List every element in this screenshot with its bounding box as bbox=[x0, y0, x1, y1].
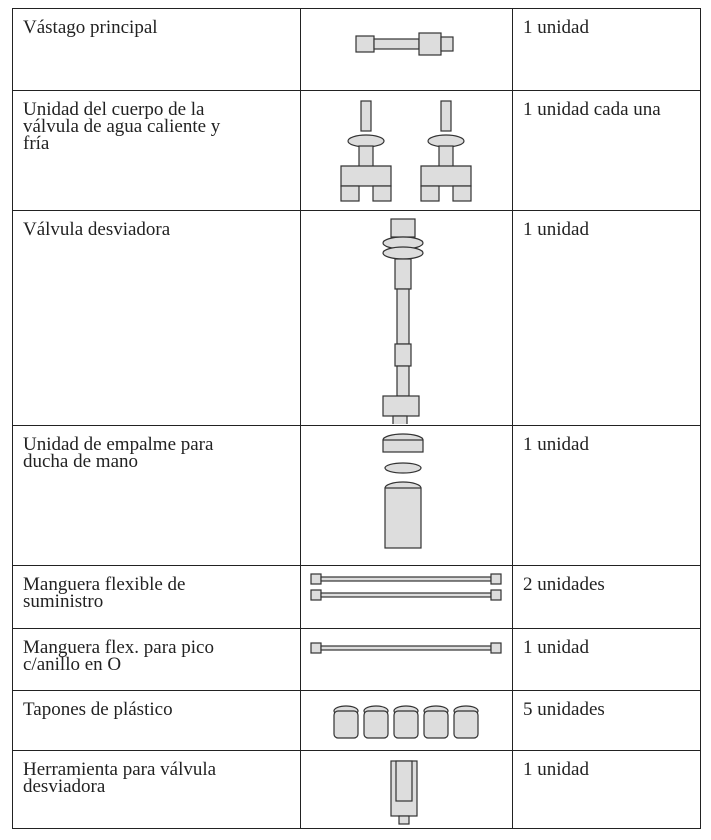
item-name-cell: Tapones de plástico bbox=[12, 690, 301, 751]
item-name: Manguera flex. para pico bbox=[23, 637, 214, 658]
item-name: Válvula desviadora bbox=[23, 219, 171, 240]
illustration-cell bbox=[300, 690, 513, 751]
item-name-cell: Vástago principal bbox=[12, 8, 301, 91]
illustration-cell bbox=[300, 8, 513, 91]
item-name-cell: Herramienta para válvula desviadora bbox=[12, 750, 301, 829]
illustration-cell bbox=[300, 90, 513, 211]
quantity: 5 unidades bbox=[512, 690, 701, 751]
quantity: 1 unidad cada una bbox=[512, 90, 701, 211]
illustration bbox=[310, 573, 502, 601]
item-name: ducha de mano bbox=[23, 451, 139, 472]
quantity: 1 unidad bbox=[512, 8, 701, 91]
item-name-cell: Manguera flexible de suministro bbox=[12, 565, 301, 629]
quantity: 1 unidad bbox=[512, 425, 701, 566]
item-name: Unidad de empalme para bbox=[23, 434, 214, 455]
item-name: Manguera flexible de bbox=[23, 574, 186, 595]
item-name: desviadora bbox=[23, 776, 106, 797]
illustration bbox=[333, 705, 479, 739]
item-name: Herramienta para válvula bbox=[23, 759, 217, 780]
illustration bbox=[310, 642, 502, 654]
illustration bbox=[382, 218, 424, 424]
illustration-cell bbox=[300, 628, 513, 691]
item-name: fría bbox=[23, 133, 50, 154]
item-name-cell: Manguera flex. para pico c/anillo en O bbox=[12, 628, 301, 691]
illustration-cell bbox=[300, 210, 513, 426]
item-name: suministro bbox=[23, 591, 104, 612]
item-name: Tapones de plástico bbox=[23, 699, 173, 720]
item-name-cell: Unidad de empalme para ducha de mano bbox=[12, 425, 301, 566]
illustration-cell bbox=[300, 565, 513, 629]
quantity: 1 unidad bbox=[512, 628, 701, 691]
item-name: Unidad del cuerpo de la bbox=[23, 99, 205, 120]
illustration bbox=[382, 433, 424, 549]
item-name: válvula de agua caliente y bbox=[23, 116, 221, 137]
illustration bbox=[355, 32, 454, 56]
illustration bbox=[390, 760, 418, 825]
item-name: c/anillo en O bbox=[23, 654, 122, 675]
item-name-cell: Unidad del cuerpo de la válvula de agua c… bbox=[12, 90, 301, 211]
quantity: 2 unidades bbox=[512, 565, 701, 629]
illustration bbox=[340, 100, 472, 202]
illustration-cell bbox=[300, 425, 513, 566]
item-name-cell: Válvula desviadora bbox=[12, 210, 301, 426]
quantity: 1 unidad bbox=[512, 210, 701, 426]
quantity: 1 unidad bbox=[512, 750, 701, 829]
item-name: Vástago principal bbox=[23, 17, 158, 38]
illustration-cell bbox=[300, 750, 513, 829]
